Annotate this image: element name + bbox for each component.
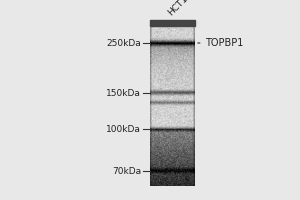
Bar xyxy=(0,0,150,200)
Text: 70kDa: 70kDa xyxy=(112,166,141,176)
Text: HCT116: HCT116 xyxy=(167,0,198,17)
Text: TOPBP1: TOPBP1 xyxy=(198,38,244,48)
Bar xyxy=(150,20,195,26)
Text: 250kDa: 250kDa xyxy=(106,38,141,47)
Text: 150kDa: 150kDa xyxy=(106,88,141,98)
Text: 100kDa: 100kDa xyxy=(106,124,141,134)
